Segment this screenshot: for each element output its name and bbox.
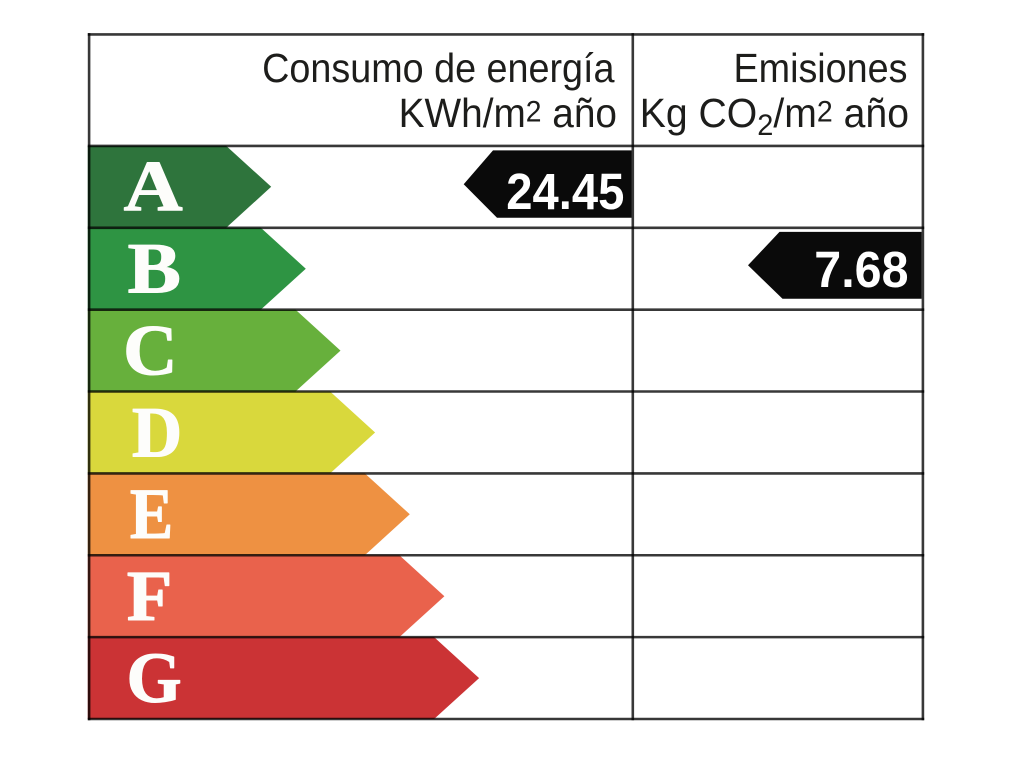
- svg-text:Emisiones: Emisiones: [733, 47, 907, 91]
- svg-text:A: A: [124, 147, 183, 227]
- svg-text:E: E: [130, 474, 173, 554]
- svg-text:24.45: 24.45: [506, 163, 624, 220]
- svg-text:F: F: [127, 556, 173, 636]
- svg-text:KWh/m2 año: KWh/m2 año: [399, 91, 617, 136]
- svg-text:Kg CO2/m2 año: Kg CO2/m2 año: [640, 91, 909, 142]
- svg-text:G: G: [127, 638, 182, 718]
- svg-text:7.68: 7.68: [814, 241, 908, 298]
- svg-text:B: B: [128, 229, 181, 309]
- svg-text:Consumo de energía: Consumo de energía: [262, 47, 615, 91]
- svg-text:D: D: [132, 392, 182, 472]
- svg-text:C: C: [123, 310, 177, 390]
